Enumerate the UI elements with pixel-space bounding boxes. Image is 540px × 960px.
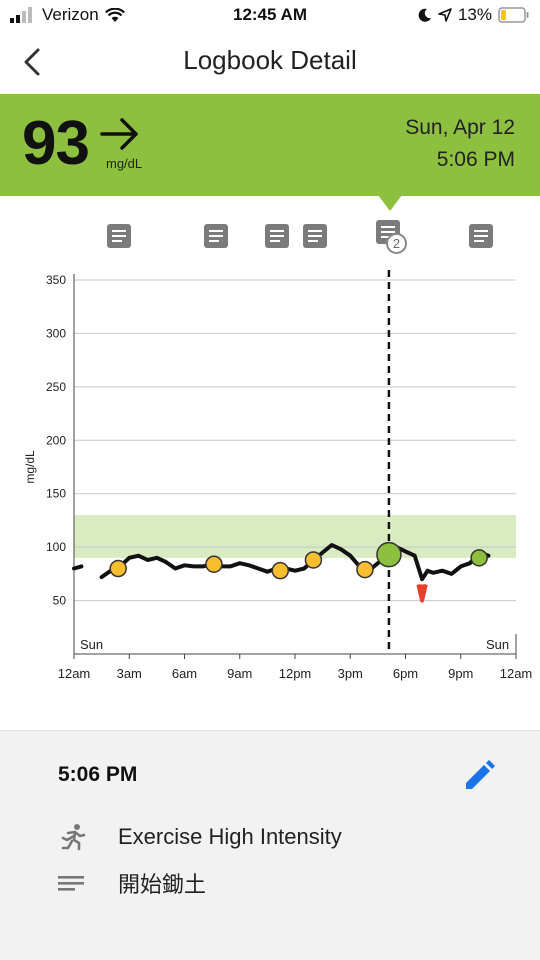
selection-pointer (378, 195, 402, 211)
page-title: Logbook Detail (183, 45, 357, 75)
y-tick-label: 300 (46, 326, 66, 340)
y-tick-label: 150 (46, 487, 66, 501)
day-label-end: Sun (486, 637, 509, 652)
glucose-unit: mg/dL (106, 156, 143, 171)
battery-icon (498, 7, 529, 23)
y-tick-label: 100 (46, 540, 66, 554)
entry-exercise-label: Exercise High Intensity (118, 824, 342, 849)
reading-date: Sun, Apr 12 (405, 116, 515, 139)
y-tick-label: 250 (46, 380, 66, 394)
target-range-band (74, 515, 516, 558)
entry-note-label: 開始鋤土 (118, 872, 207, 897)
edit-pencil-icon[interactable] (462, 759, 496, 793)
note-marker-icon[interactable] (303, 224, 327, 248)
glucose-chart[interactable]: mg/dL Sun Sun 50 100 150 200 250 300 350 12am 3a… (0, 262, 540, 692)
status-right: 13% (418, 5, 530, 25)
y-tick-label: 350 (46, 273, 66, 287)
wifi-icon (104, 7, 125, 22)
running-icon (61, 824, 86, 851)
day-label-start: Sun (80, 637, 103, 652)
x-tick-label: 9pm (448, 666, 473, 681)
glucose-trace-line (72, 543, 491, 582)
x-tick-label: 3pm (338, 666, 363, 681)
back-chevron-icon[interactable] (18, 44, 48, 80)
arrow-right-icon (100, 118, 138, 150)
status-bar: Verizon 12:45 AM 13% (0, 0, 540, 32)
entry-detail-panel: 5:06 PM Exercise High Intensity 開始鋤土 (0, 730, 540, 960)
y-tick-label: 200 (46, 433, 66, 447)
x-tick-label: 12am (500, 666, 533, 681)
x-tick-label: 12am (58, 666, 91, 681)
note-marker-icon[interactable] (204, 224, 228, 248)
glucose-value: 93 (22, 109, 90, 178)
nav-bar: Logbook Detail (0, 32, 540, 94)
x-tick-label: 9am (227, 666, 252, 681)
location-arrow-icon (438, 8, 452, 22)
glucose-banner: 93 mg/dL Sun, Apr 12 5:06 PM (0, 94, 540, 196)
y-tick-label: 50 (53, 594, 67, 608)
logged-event-marker[interactable] (304, 551, 323, 569)
logged-event-marker[interactable] (271, 561, 290, 580)
logged-event-marker[interactable] (109, 559, 127, 578)
moon-icon (418, 8, 431, 22)
y-axis-label: mg/dL (23, 450, 37, 484)
entry-note-row: 開始鋤土 (58, 872, 206, 897)
note-count-badge: 2 (386, 233, 407, 254)
carrier-label: Verizon (42, 5, 99, 24)
signal-icon (10, 7, 32, 23)
entry-time: 5:06 PM (58, 763, 138, 786)
x-tick-label: 6pm (393, 666, 418, 681)
logged-event-marker[interactable] (470, 549, 488, 567)
low-glucose-segment (416, 584, 428, 603)
notes-lines-icon (58, 876, 84, 891)
entry-exercise-row: Exercise High Intensity (58, 823, 342, 851)
status-left: Verizon (10, 5, 125, 25)
x-tick-label: 6am (172, 666, 197, 681)
battery-percent: 13% (457, 5, 492, 24)
note-marker-icon[interactable] (469, 224, 493, 248)
clock: 12:45 AM (232, 5, 307, 24)
reading-time: 5:06 PM (436, 148, 515, 171)
x-tick-label: 12pm (279, 666, 312, 681)
note-marker-icon[interactable] (265, 224, 289, 248)
x-tick-label: 3am (117, 666, 142, 681)
logged-event-marker[interactable] (356, 560, 374, 579)
logged-event-marker[interactable] (205, 555, 223, 573)
selected-reading-marker[interactable] (376, 541, 402, 568)
note-marker-icon[interactable] (107, 224, 131, 248)
